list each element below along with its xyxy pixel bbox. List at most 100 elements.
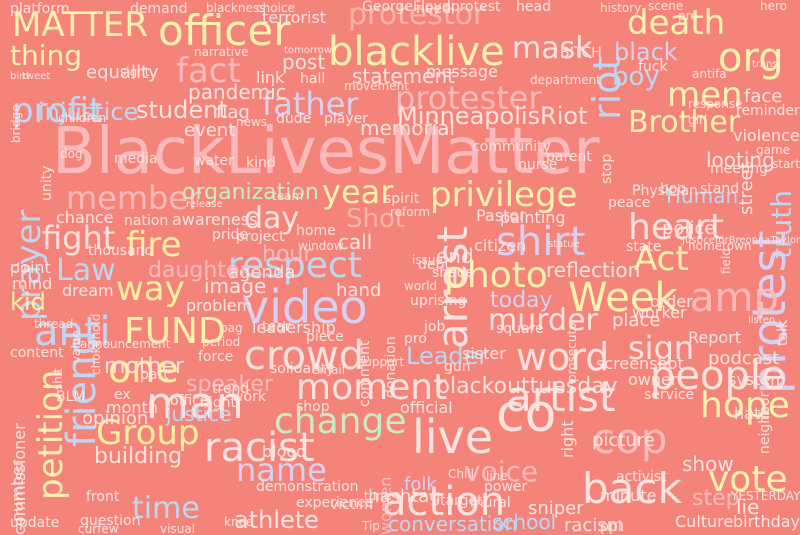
word-crowd: crowd xyxy=(244,333,365,379)
word-daughter: daughter xyxy=(148,258,249,283)
word-building: building xyxy=(94,444,183,469)
word-organization: organization xyxy=(182,180,319,205)
word-father: father xyxy=(262,85,359,123)
word-profit: profit xyxy=(12,91,103,131)
word-chance: chance xyxy=(56,208,114,227)
word-donation: donation xyxy=(383,336,399,398)
word-activist: activist xyxy=(616,469,667,485)
word-victim: victim xyxy=(330,497,373,513)
word-history: history xyxy=(600,1,642,15)
word-birthday: birthday xyxy=(733,512,800,531)
word-blm: BLM xyxy=(56,389,86,405)
word-men: men xyxy=(667,75,743,115)
word-today: today xyxy=(490,288,553,313)
word-job: job xyxy=(424,319,446,335)
word-co: co xyxy=(496,384,557,444)
word-kind: kind xyxy=(246,155,276,171)
word-gun: gun xyxy=(444,359,471,375)
word-moment: moment xyxy=(296,367,448,408)
word-privilege: privilege xyxy=(430,175,578,215)
word-content: content xyxy=(10,345,64,361)
word-pandemic: pandemic xyxy=(188,80,287,104)
word-awareness: awareness xyxy=(172,210,258,229)
word-sight: sight xyxy=(120,65,150,79)
word-officer: officer xyxy=(158,6,291,55)
word-blacklivesmatter: BlackLivesMatter xyxy=(52,115,600,189)
word-nation: nation xyxy=(124,213,169,229)
word-work: work xyxy=(232,389,266,405)
word-black: black xyxy=(614,38,678,66)
word-conversation: conversation xyxy=(388,512,518,535)
word-step: step xyxy=(692,486,740,511)
word-pro: pro xyxy=(404,331,427,347)
word-start: start xyxy=(772,157,800,171)
word-group: Group xyxy=(96,413,200,453)
word-dude: dude xyxy=(276,111,312,127)
word-email: email xyxy=(312,363,346,377)
word-call: call xyxy=(338,230,373,254)
word-support: support xyxy=(358,355,405,369)
word-scene: scene xyxy=(648,0,684,13)
word-water: water xyxy=(194,153,234,169)
word-peace: peace xyxy=(608,195,651,211)
word-stop: stop xyxy=(599,153,615,184)
word-girl: girl xyxy=(688,113,708,127)
word-nurse: nurse xyxy=(518,157,558,173)
word-sniper: sniper xyxy=(528,498,584,519)
word-end: end xyxy=(436,244,474,268)
word-tomorrow: tomorrow xyxy=(284,45,333,56)
word-field: field xyxy=(719,248,733,274)
word-physician: Physician xyxy=(632,183,698,199)
word-hall: hall xyxy=(300,71,326,87)
word-statue: statue xyxy=(548,239,580,250)
word-law: Law xyxy=(56,253,116,288)
word-face: face xyxy=(744,86,783,107)
word-question: question xyxy=(80,513,141,529)
word-owner: owner xyxy=(628,370,678,389)
word-lie: lie xyxy=(736,495,760,519)
word-shop: shop xyxy=(296,399,330,415)
word-clip: clip xyxy=(10,261,31,275)
word-hope: hope xyxy=(700,385,790,426)
word-demand: demand xyxy=(130,1,188,17)
word-people: people xyxy=(650,353,786,399)
word-home: home xyxy=(296,223,336,239)
word-bird: bird xyxy=(10,71,30,82)
word-shirt: shirt xyxy=(496,219,586,265)
word-spirit: spirit xyxy=(384,191,420,207)
word-official: official xyxy=(400,398,453,417)
word-heart: heart xyxy=(628,207,724,248)
word-unity: unity xyxy=(39,165,55,201)
word-org: org xyxy=(718,35,784,81)
word-respect: respect xyxy=(228,245,362,286)
word-minute: minute xyxy=(600,486,657,505)
word-pre: pre xyxy=(678,9,698,23)
word-service: service xyxy=(644,387,695,403)
word-voice: voice xyxy=(464,455,539,488)
word-human: Human xyxy=(666,184,739,208)
word-children: children xyxy=(58,111,107,125)
word-kid: kid xyxy=(10,288,46,316)
word-injustice: injustice xyxy=(38,98,139,126)
word-photo: photo xyxy=(444,255,548,296)
word-demonstration: demonstration xyxy=(256,479,359,495)
word-memorial: memorial xyxy=(360,116,456,140)
word-power: power xyxy=(484,479,528,495)
word-front: front xyxy=(86,489,120,505)
word-antifa: antifa xyxy=(692,67,727,81)
word-brother: Brother xyxy=(628,105,741,140)
word-pride: pride xyxy=(212,227,249,243)
word-bitch: BITCH xyxy=(560,45,602,61)
word-force: force xyxy=(198,349,234,365)
word-leader: Leader xyxy=(406,342,489,370)
word-blacklive: blacklive xyxy=(328,29,505,75)
word-equality: equality xyxy=(86,62,159,83)
word-mural: mural xyxy=(470,495,511,511)
word-image: image xyxy=(204,274,267,298)
word-chill: Chill xyxy=(448,467,474,481)
word-opinion: opinion xyxy=(82,408,149,429)
word-protester: protester xyxy=(395,79,542,117)
word-shit: shit xyxy=(51,368,65,390)
word-sister: sister xyxy=(462,344,506,363)
word-link: link xyxy=(256,68,285,87)
